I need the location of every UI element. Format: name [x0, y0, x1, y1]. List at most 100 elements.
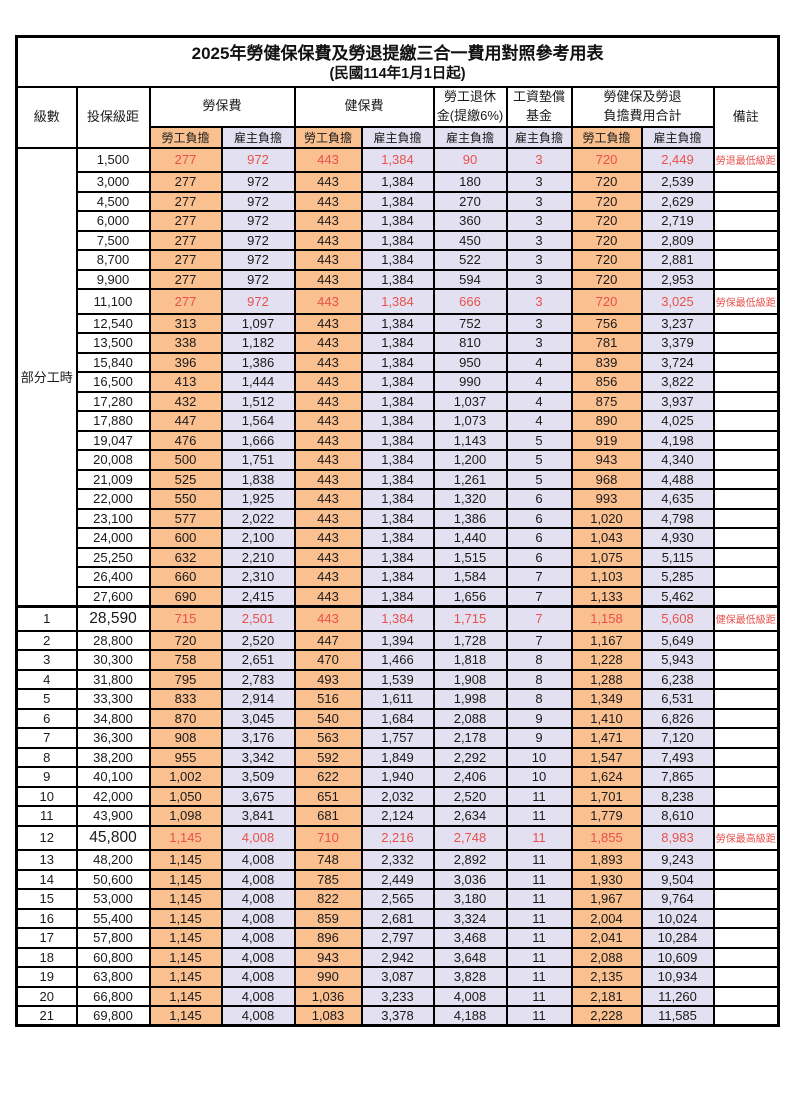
cell-health-employer: 3,233: [360, 985, 435, 1007]
cell-pension-employer: 3,180: [432, 888, 508, 910]
table-row: 21,009 525 1,838 443 1,384 1,261 5 968 4,488: [17, 468, 780, 490]
cell-total-employer: 10,284: [640, 927, 715, 949]
cell-level: 1: [15, 604, 78, 632]
subheader-health-employer: 雇主負擔: [360, 125, 435, 149]
cell-total-employer: 5,285: [640, 566, 715, 588]
cell-total-employer: 7,865: [640, 766, 715, 788]
table-row: 4,500 277 972 443 1,384 270 3 720 2,629: [17, 190, 780, 212]
cell-total-employer: 4,488: [640, 468, 715, 490]
cell-salary: 24,000: [75, 527, 151, 549]
cell-fund-employer: 3: [505, 229, 573, 251]
cell-health-employer: 1,384: [360, 312, 435, 334]
cell-labor-worker: 795: [148, 668, 223, 690]
cell-total-employer: 3,822: [640, 371, 715, 393]
cell-level: 9: [15, 766, 78, 788]
cell-pension-employer: 666: [432, 288, 508, 315]
cell-fund-employer: 7: [505, 629, 573, 651]
cell-pension-employer: 3,324: [432, 907, 508, 929]
cell-pension-employer: 1,386: [432, 507, 508, 529]
cell-health-worker: 443: [293, 566, 363, 588]
cell-labor-worker: 1,145: [148, 1005, 223, 1027]
table-row: 11,100 277 972 443 1,384 666 3 720 3,025 勞保最低級距: [17, 288, 780, 315]
cell-labor-worker: 833: [148, 688, 223, 710]
cell-health-worker: 443: [293, 190, 363, 212]
cell-health-employer: 1,384: [360, 190, 435, 212]
cell-labor-employer: 1,925: [220, 488, 296, 510]
cell-labor-employer: 2,310: [220, 566, 296, 588]
cell-salary: 34,800: [75, 707, 151, 729]
cell-total-employer: 6,238: [640, 668, 715, 690]
cell-health-employer: 1,466: [360, 649, 435, 671]
cell-total-worker: 1,471: [570, 727, 643, 749]
cell-labor-worker: 1,145: [148, 907, 223, 929]
cell-health-employer: 1,757: [360, 727, 435, 749]
table-row: 7 36,300 908 3,176 563 1,757 2,178 9 1,471 7,120: [15, 727, 780, 749]
cell-labor-worker: 690: [148, 585, 223, 607]
cell-level: 21: [15, 1005, 78, 1027]
cell-health-employer: 1,384: [360, 229, 435, 251]
cell-remark: [712, 629, 780, 651]
cell-health-employer: 2,032: [360, 785, 435, 807]
cell-fund-employer: 3: [505, 210, 573, 232]
cell-salary: 19,047: [75, 429, 151, 451]
cell-remark: [712, 429, 780, 451]
cell-fund-employer: 9: [505, 727, 573, 749]
cell-labor-employer: 4,008: [220, 966, 296, 988]
table-row: 19 63,800 1,145 4,008 990 3,087 3,828 11 2,135 10…: [15, 966, 780, 988]
header-total: 勞健保及勞退 負擔費用合計: [570, 85, 715, 128]
cell-labor-worker: 313: [148, 312, 223, 334]
table-row: 12,540 313 1,097 443 1,384 752 3 756 3,237: [17, 312, 780, 334]
cell-pension-employer: 1,073: [432, 410, 508, 432]
cell-labor-employer: 1,182: [220, 332, 296, 354]
table-row: 24,000 600 2,100 443 1,384 1,440 6 1,043 4,930: [17, 527, 780, 549]
cell-total-worker: 1,547: [570, 746, 643, 768]
cell-level: 17: [15, 927, 78, 949]
cell-labor-employer: 3,509: [220, 766, 296, 788]
cell-total-worker: 1,967: [570, 888, 643, 910]
table-body: 部分工時 1,500 277 972 443 1,384 90 3 720 2,449 勞退最低級距…: [15, 146, 780, 1027]
cell-remark: [712, 229, 780, 251]
cell-total-worker: 1,228: [570, 649, 643, 671]
cell-labor-employer: 972: [220, 171, 296, 193]
cell-fund-employer: 3: [505, 171, 573, 193]
cell-total-employer: 6,531: [640, 688, 715, 710]
cell-pension-employer: 1,261: [432, 468, 508, 490]
cell-pension-employer: 1,584: [432, 566, 508, 588]
cell-pension-employer: 1,200: [432, 449, 508, 471]
cell-salary: 11,100: [75, 288, 151, 315]
cell-health-employer: 1,384: [360, 171, 435, 193]
cell-salary: 13,500: [75, 332, 151, 354]
cell-fund-employer: 7: [505, 604, 573, 632]
header-total-line2: 負擔費用合計: [603, 107, 682, 123]
cell-level: 18: [15, 946, 78, 968]
cell-remark: 勞保最低級距: [712, 288, 780, 315]
cell-fund-employer: 8: [505, 649, 573, 671]
cell-salary: 28,800: [75, 629, 151, 651]
cell-labor-employer: 1,512: [220, 390, 296, 412]
cell-total-employer: 2,449: [640, 146, 715, 173]
cell-health-worker: 622: [293, 766, 363, 788]
cell-salary: 40,100: [75, 766, 151, 788]
cell-total-employer: 3,724: [640, 351, 715, 373]
cell-labor-worker: 758: [148, 649, 223, 671]
cell-total-worker: 943: [570, 449, 643, 471]
cell-salary: 17,880: [75, 410, 151, 432]
cell-pension-employer: 752: [432, 312, 508, 334]
cell-total-worker: 1,349: [570, 688, 643, 710]
cell-labor-employer: 4,008: [220, 927, 296, 949]
cell-labor-employer: 2,501: [220, 604, 296, 632]
cell-labor-employer: 2,914: [220, 688, 296, 710]
cell-fund-employer: 10: [505, 766, 573, 788]
cell-labor-employer: 2,415: [220, 585, 296, 607]
cell-health-employer: 2,332: [360, 849, 435, 871]
cell-total-worker: 1,103: [570, 566, 643, 588]
cell-labor-worker: 500: [148, 449, 223, 471]
cell-labor-worker: 525: [148, 468, 223, 490]
table-row: 17,880 447 1,564 443 1,384 1,073 4 890 4,025: [17, 410, 780, 432]
cell-labor-worker: 338: [148, 332, 223, 354]
header-pension: 勞工退休 金(提繳6%): [432, 85, 508, 128]
cell-fund-employer: 11: [505, 1005, 573, 1027]
cell-salary: 8,700: [75, 249, 151, 271]
cell-remark: [712, 390, 780, 412]
cell-pension-employer: 2,520: [432, 785, 508, 807]
